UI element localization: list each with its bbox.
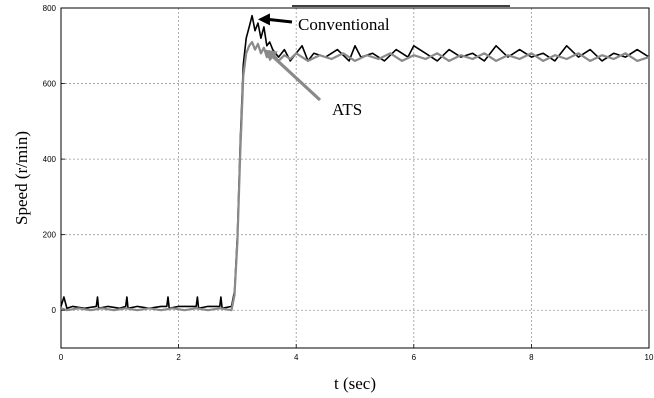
x-tick-label: 2	[176, 353, 181, 362]
series-line-ats	[60, 40, 650, 312]
x-tick-label: 6	[412, 353, 417, 362]
x-tick-label: 4	[294, 353, 299, 362]
tick-labels: 0 2 4 6 8 10 0 200 400 600 800	[43, 4, 654, 362]
y-tick-label: 800	[43, 4, 57, 13]
series-lines	[60, 14, 650, 312]
y-tick-label: 400	[43, 155, 57, 164]
annotation-label-conventional: Conventional	[298, 15, 390, 34]
x-tick-label: 8	[529, 353, 534, 362]
series-line-conventional	[60, 14, 650, 310]
annotation-arrow-ats	[270, 54, 322, 102]
x-tick-label: 0	[59, 353, 64, 362]
annotation-arrowhead-ats	[263, 49, 278, 62]
grid	[61, 8, 649, 348]
x-axis-label: t (sec)	[334, 374, 376, 393]
y-tick-label: 600	[43, 80, 57, 89]
x-tick-label: 10	[645, 353, 654, 362]
plot-frame	[60, 7, 650, 349]
annotation-arrow-conventional	[267, 17, 293, 24]
annotation-label-ats: ATS	[332, 100, 362, 119]
y-tick-label: 0	[52, 306, 57, 315]
y-axis-label: Speed (r/min)	[12, 131, 31, 225]
y-tick-label: 200	[43, 231, 57, 240]
annotation-arrowhead-conventional	[257, 13, 270, 26]
annotations: Conventional ATS	[257, 5, 510, 119]
